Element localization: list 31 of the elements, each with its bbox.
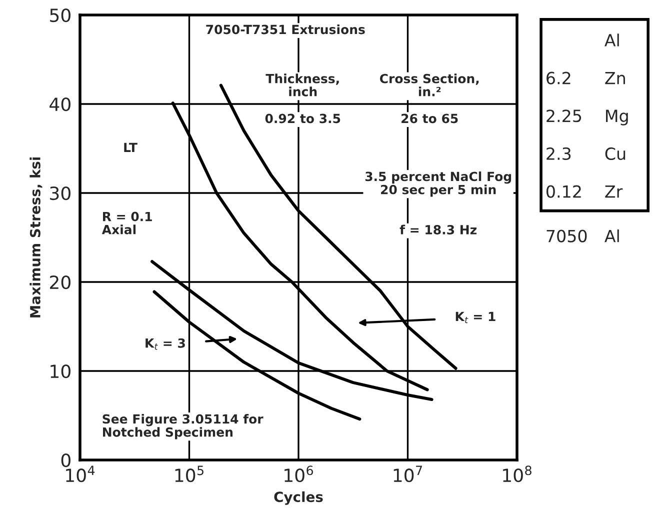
annotation: 7050-T7351 Extrusions <box>206 24 365 34</box>
text: 0.12 Zr <box>546 185 623 198</box>
x-tick-label: 10$^{7}$ <box>394 466 422 482</box>
y-tick-label: 10 <box>50 364 70 378</box>
text: 6.2 Zn <box>546 72 625 84</box>
y-tick-label: 20 <box>50 275 70 290</box>
annotation: LT <box>124 142 138 152</box>
annotation: K$_{t}$ = 1 <box>456 312 496 324</box>
x-axis-title: Cycles <box>274 491 323 505</box>
annotation: Thickness, inch <box>266 74 339 96</box>
x-tick-label: 10$^{5}$ <box>175 466 204 482</box>
x-tick-label: 10$^{4}$ <box>66 466 95 482</box>
x-tick-label: 10$^{6}$ <box>284 466 314 482</box>
text: Al <box>604 34 619 46</box>
annotation: R = 0.1 Axial <box>102 212 152 234</box>
annotation: f = 18.3 Hz <box>400 224 477 234</box>
text: 7050 Al <box>546 229 619 242</box>
text: 2.3 Cu <box>546 147 626 160</box>
annotation: 26 to 65 <box>402 114 458 124</box>
text: 2.25 Mg <box>546 110 628 126</box>
y-tick-label: 40 <box>50 97 70 112</box>
annotation: See Figure 3.05114 for Notched Specimen <box>102 414 264 440</box>
x-tick-label: 10$^{8}$ <box>503 466 532 482</box>
y-tick-label: 50 <box>50 8 70 22</box>
y-axis-title: Maximum Stress, ksi <box>30 157 42 318</box>
annotation: 3.5 percent NaCl Fog 20 sec per 5 min <box>365 171 512 197</box>
y-tick-label: 30 <box>50 186 70 200</box>
annotation: Cross Section, in.² <box>380 74 479 96</box>
annotation: K$_{t}$ = 3 <box>146 338 185 350</box>
y-tick-label: 0 <box>61 453 70 468</box>
annotation: 0.92 to 3.5 <box>265 114 340 124</box>
